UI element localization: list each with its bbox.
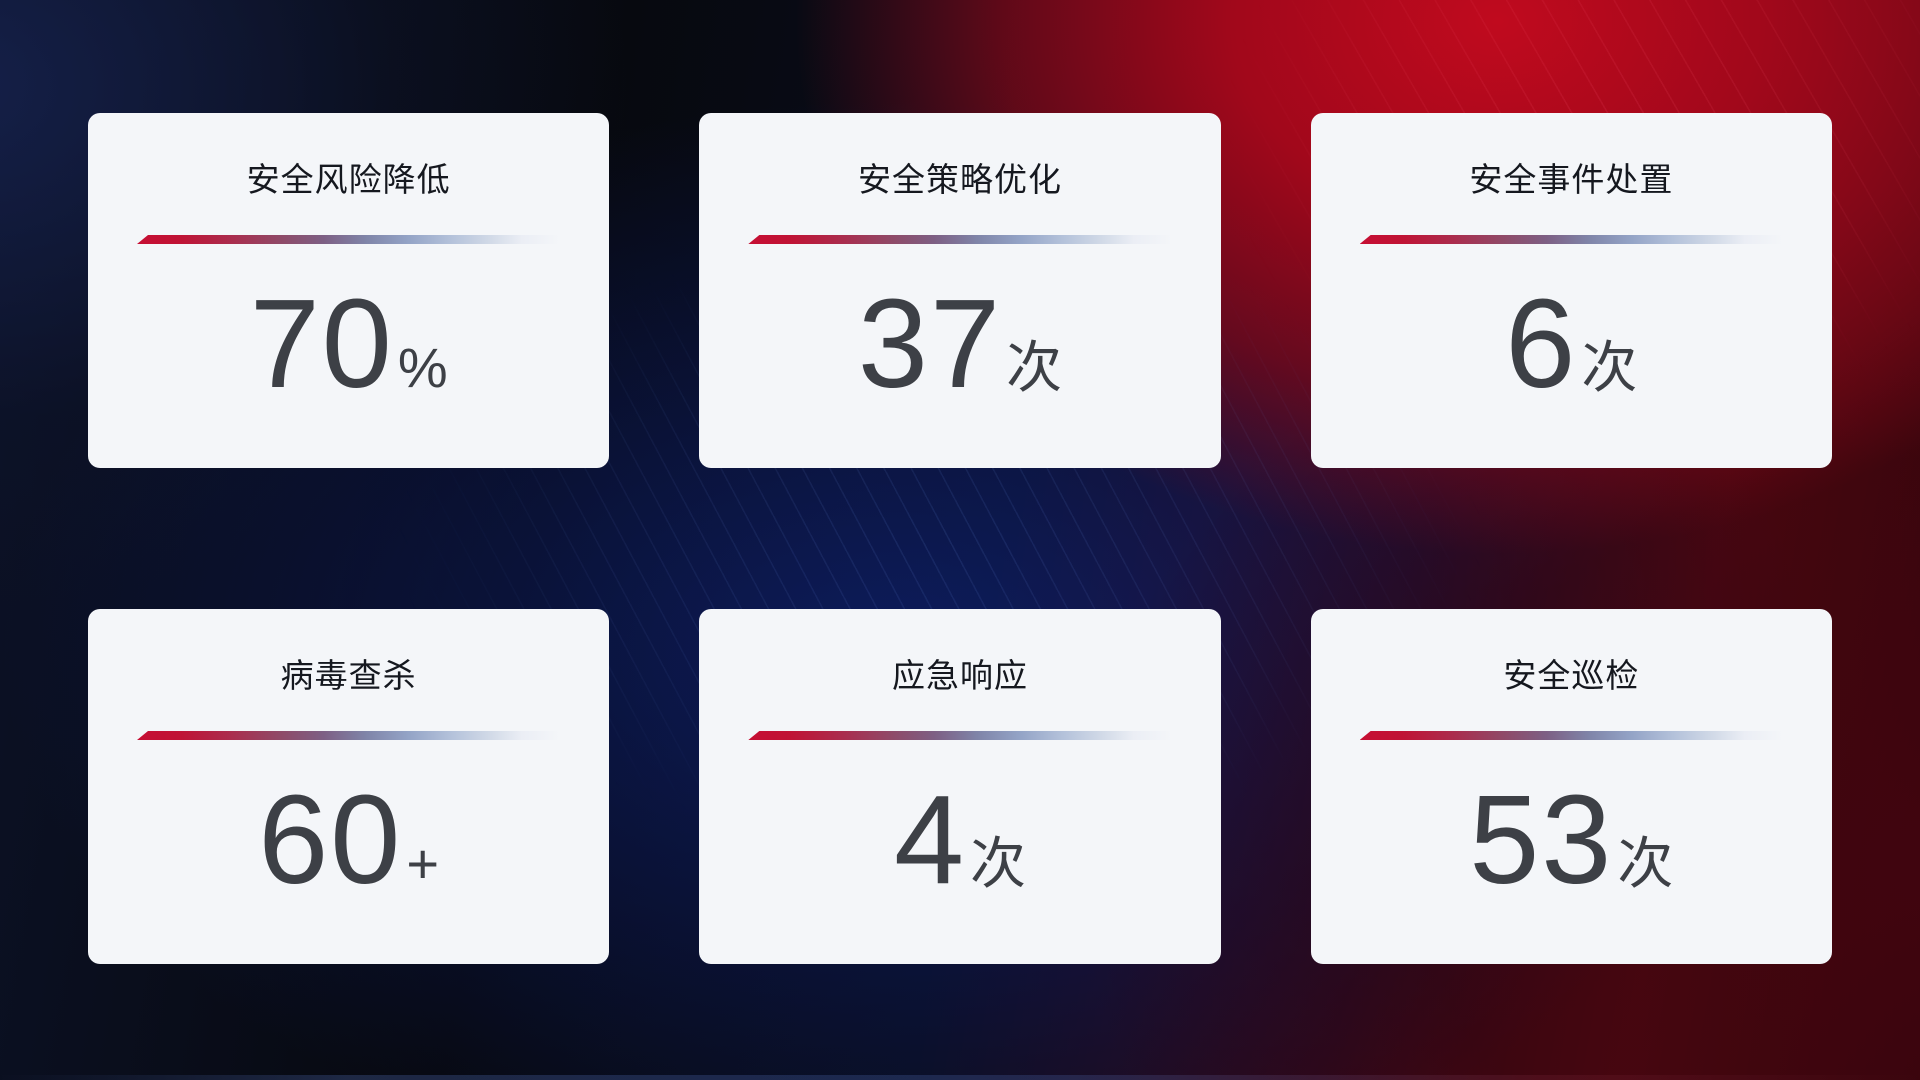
accent-divider	[748, 235, 1172, 244]
card-unit: +	[406, 832, 440, 895]
accent-divider	[748, 731, 1172, 740]
accent-divider	[137, 731, 561, 740]
accent-divider	[1359, 731, 1783, 740]
card-title: 安全策略优化	[857, 161, 1062, 198]
card-value: 4	[893, 769, 967, 910]
stat-card-virus-scan: 病毒查杀 60 +	[88, 609, 610, 964]
card-title: 安全风险降低	[246, 161, 451, 198]
card-unit: 次	[1006, 336, 1063, 399]
card-title: 安全巡检	[1503, 657, 1640, 694]
card-value-row: 60 +	[258, 774, 439, 906]
stat-card-emergency-response: 应急响应 4 次	[699, 609, 1221, 964]
card-title: 安全事件处置	[1469, 161, 1674, 198]
card-value: 6	[1505, 273, 1578, 414]
card-value: 70	[249, 273, 394, 414]
accent-divider	[1359, 235, 1783, 244]
card-value-row: 37 次	[858, 278, 1062, 410]
accent-divider	[137, 235, 561, 244]
stat-card-incident-handling: 安全事件处置 6 次	[1310, 113, 1832, 468]
card-value: 60	[258, 769, 403, 910]
bottom-edge-glow	[0, 1075, 1920, 1080]
card-value: 37	[857, 273, 1003, 414]
card-value-row: 70 %	[250, 278, 448, 410]
card-unit: 次	[970, 832, 1027, 895]
card-unit: 次	[1617, 832, 1674, 895]
card-title: 应急响应	[891, 657, 1028, 694]
stat-card-risk-reduction: 安全风险降低 70 %	[88, 113, 610, 468]
card-unit: 次	[1581, 336, 1638, 399]
card-title: 病毒查杀	[280, 657, 417, 694]
card-value: 53	[1469, 769, 1614, 910]
card-value-row: 6 次	[1505, 278, 1637, 410]
stat-card-security-inspection: 安全巡检 53 次	[1310, 609, 1832, 964]
stat-card-policy-optimization: 安全策略优化 37 次	[699, 113, 1221, 468]
card-value-row: 4 次	[894, 774, 1026, 906]
card-value-row: 53 次	[1469, 774, 1673, 906]
card-unit: %	[397, 336, 448, 399]
